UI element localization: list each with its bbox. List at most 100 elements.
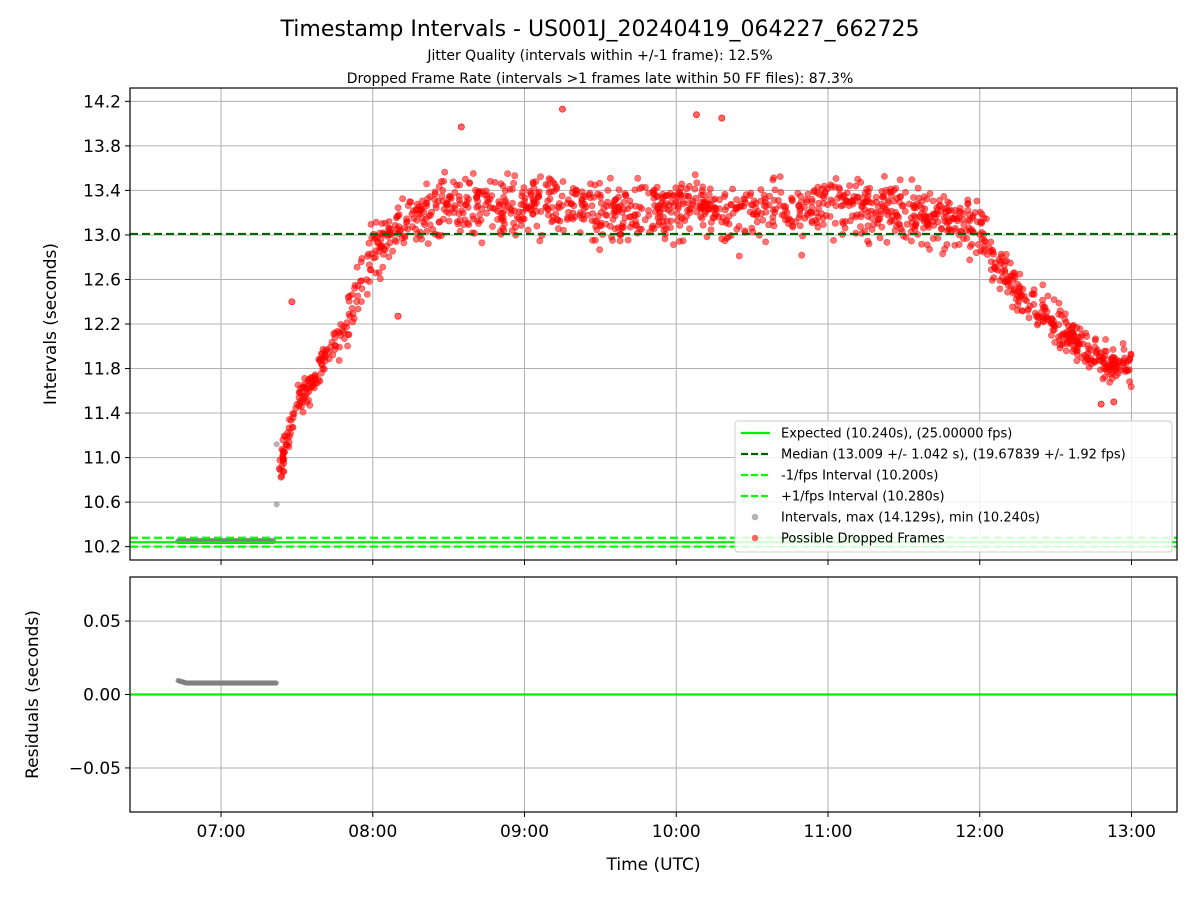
dropped-frame-point: [1127, 383, 1135, 391]
dropped-frame-point: [910, 212, 918, 220]
dropped-frame-point: [415, 203, 423, 211]
interval-point: [273, 441, 280, 448]
dropped-frame-point: [1014, 280, 1021, 288]
dropped-frame-point: [902, 233, 910, 241]
dropped-frame-point: [977, 218, 984, 226]
dropped-frame-point: [363, 290, 371, 298]
dropped-frame-point: [606, 222, 614, 230]
dropped-frame-point: [437, 178, 445, 185]
dropped-frame-point: [721, 237, 729, 245]
dropped-frame-point: [820, 221, 827, 228]
dropped-frame-point: [517, 222, 525, 229]
dropped-frame-point: [533, 199, 540, 207]
x-tick-label: 12:00: [955, 822, 1004, 842]
dropped-frame-point: [632, 222, 640, 229]
dropped-frame-point: [445, 217, 453, 225]
dropped-frame-point: [1084, 349, 1092, 357]
dropped-frame-point: [918, 204, 926, 212]
dropped-frame-point: [357, 258, 365, 266]
dropped-frame-point: [475, 188, 483, 195]
dropped-frame-point: [1101, 373, 1109, 381]
dropped-frame-point: [486, 204, 494, 212]
dropped-frame-point: [620, 198, 628, 206]
dropped-frame-point: [831, 183, 839, 191]
dropped-frame-point: [509, 185, 516, 193]
dropped-frame-point: [344, 342, 351, 350]
dropped-frame-point: [460, 221, 468, 229]
dropped-frame-point: [611, 207, 619, 215]
dropped-frame-point: [496, 227, 504, 235]
dropped-frame-point: [469, 170, 477, 177]
dropped-frame-point: [1055, 321, 1063, 329]
dropped-frame-point: [808, 198, 816, 205]
intervals-plot-area: [130, 105, 1177, 548]
dropped-frame-point: [1093, 346, 1101, 354]
dropped-frame-point: [432, 201, 440, 208]
dropped-frame-point: [951, 241, 959, 249]
dropped-frame-point: [772, 205, 779, 213]
y-tick-label: 13.0: [83, 226, 121, 246]
dropped-frame-point: [1025, 314, 1033, 322]
dropped-frame-point: [685, 192, 692, 200]
dropped-frame-point: [624, 236, 632, 244]
dropped-frame-point: [819, 214, 827, 222]
x-tick-label: 09:00: [500, 822, 549, 842]
dropped-frame-point: [699, 221, 707, 229]
dropped-frame-point: [443, 199, 450, 207]
dropped-frame-point: [458, 207, 465, 214]
dropped-frame-point: [1061, 310, 1069, 318]
dropped-frame-point: [878, 210, 885, 218]
dropped-frame-point: [725, 213, 733, 220]
dropped-frame-point: [292, 404, 300, 412]
dropped-frame-point: [1050, 296, 1058, 303]
intervals-plot: 10.2 10.6 11.0 11.4 11.8 12.2 12.6 13.0 13.4 13.8…: [41, 87, 1178, 565]
dropped-frame-point: [990, 250, 997, 258]
dropped-frame-point: [891, 227, 899, 234]
dropped-frame-point: [654, 204, 662, 212]
dropped-frame-point: [765, 221, 772, 229]
dropped-frame-point: [888, 191, 895, 199]
dropped-frame-point: [303, 389, 311, 397]
dropped-frame-point: [1109, 346, 1117, 353]
dropped-frame-point: [483, 209, 490, 217]
dropped-frame-point: [1108, 363, 1116, 371]
dropped-frame-point: [500, 193, 507, 201]
dropped-frame-point: [691, 185, 699, 193]
dropped-frame-point: [777, 188, 785, 196]
dropped-frame-point: [588, 202, 596, 210]
dropped-frame-point: [716, 205, 723, 213]
dropped-frame-point: [501, 220, 508, 228]
dropped-frame-point: [771, 186, 779, 194]
dropped-frame-point: [729, 185, 736, 193]
dropped-frame-point: [858, 202, 866, 210]
dropped-frame-point: [769, 176, 777, 184]
dropped-frame-point: [548, 204, 556, 211]
dropped-frame-point: [997, 257, 1004, 265]
dropped-frame-point: [951, 212, 959, 220]
dropped-frame-point: [879, 193, 886, 201]
dropped-frame-point: [926, 190, 934, 197]
dropped-frame-point: [846, 182, 853, 190]
dropped-frame-point: [693, 179, 701, 187]
dropped-frame-point: [1120, 345, 1128, 353]
dropped-frame-point: [439, 215, 447, 223]
dropped-frame-point: [365, 278, 373, 285]
dropped-frame-point: [655, 221, 663, 229]
dropped-frame-point: [638, 205, 646, 212]
dropped-frame-point: [550, 187, 558, 195]
dropped-frame-point: [475, 220, 482, 227]
dropped-frame-point: [618, 224, 625, 232]
dropped-frame-point: [593, 218, 601, 226]
dropped-frame-point: [1056, 307, 1064, 315]
dropped-frame-point: [621, 214, 629, 222]
dropped-frame-point: [463, 198, 471, 206]
dropped-frame-point: [815, 205, 822, 212]
dropped-frame-point: [686, 182, 693, 190]
dropped-frame-point: [898, 202, 906, 210]
dropped-frame-point: [653, 192, 661, 200]
dropped-frame-point: [565, 208, 572, 216]
dropped-frame-point: [794, 189, 802, 197]
dropped-frame-point: [742, 191, 750, 198]
dropped-frame-point: [545, 211, 552, 219]
dropped-frame-point: [878, 187, 886, 195]
